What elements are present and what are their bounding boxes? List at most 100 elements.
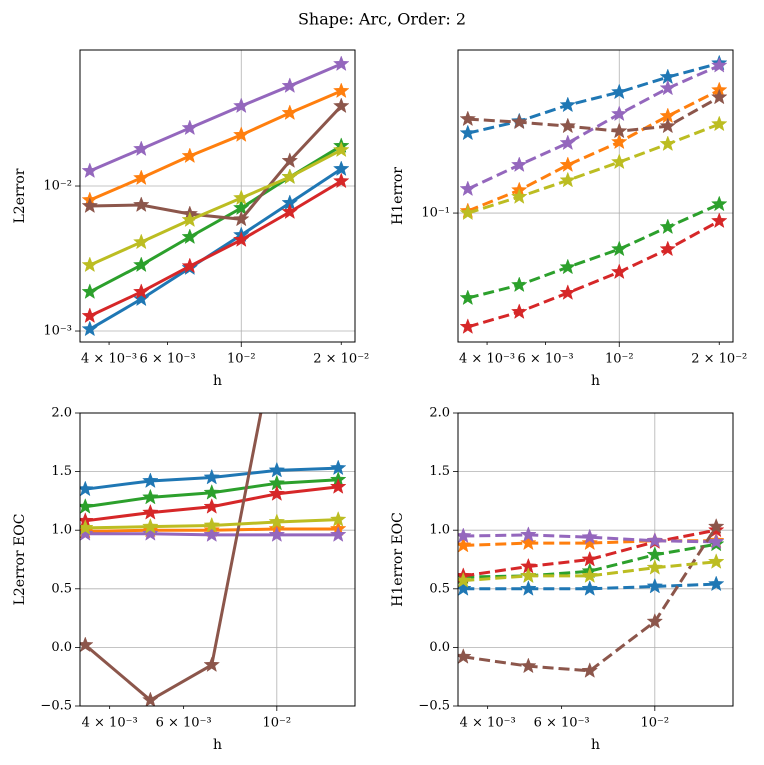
x-tick-label: 2 × 10⁻² [691, 352, 747, 367]
series-line [463, 542, 717, 579]
series-line [467, 122, 720, 215]
axes-frame [457, 49, 734, 343]
star-marker [610, 83, 628, 100]
series-line [467, 95, 720, 133]
star-marker [81, 307, 99, 324]
y-tick-label: 10⁻² [43, 179, 72, 194]
star-marker [281, 77, 299, 93]
plot-area [458, 517, 725, 678]
star-marker [510, 188, 528, 204]
star-marker [181, 257, 199, 274]
star-marker [142, 503, 159, 520]
star-marker [332, 82, 350, 99]
star-marker [707, 517, 725, 534]
series-line [467, 202, 720, 300]
star-marker [710, 212, 728, 229]
star-marker [232, 126, 250, 142]
star-marker [132, 233, 150, 250]
star-marker [710, 88, 728, 105]
x-axis-label: h [213, 737, 222, 753]
star-marker [581, 528, 599, 545]
x-tick-label: 6 × 10⁻³ [140, 352, 196, 367]
star-marker [132, 140, 150, 157]
star-marker [203, 468, 221, 485]
star-marker [281, 203, 299, 220]
star-marker [132, 256, 150, 273]
star-marker [646, 577, 664, 594]
star-marker [646, 612, 664, 629]
star-marker [610, 263, 628, 280]
star-marker [707, 533, 725, 549]
star-marker [459, 180, 477, 197]
star-marker [268, 461, 286, 478]
star-marker [559, 134, 577, 151]
star-marker [459, 204, 477, 221]
star-marker [520, 526, 537, 542]
star-marker [581, 580, 599, 596]
star-marker [581, 550, 599, 567]
star-marker [459, 110, 477, 127]
star-marker [559, 284, 577, 300]
star-marker [520, 580, 537, 596]
y-axis-label: H1error EOC [390, 512, 406, 607]
x-tick-label: 6 × 10⁻³ [534, 716, 590, 731]
y-tick-label: 1.5 [51, 464, 72, 479]
star-marker [520, 567, 537, 583]
star-marker [459, 289, 477, 306]
star-marker [332, 97, 350, 114]
series-line [463, 582, 717, 591]
star-marker [581, 662, 599, 678]
axes-frame [79, 49, 356, 343]
star-marker [646, 532, 664, 548]
star-marker [181, 211, 199, 228]
y-tick-label: 1.0 [429, 523, 450, 538]
star-marker [510, 276, 528, 293]
star-marker [203, 526, 221, 542]
series-line [463, 528, 717, 578]
series-line [467, 61, 720, 135]
star-marker [181, 147, 199, 164]
x-tick-label: 10⁻² [605, 352, 634, 367]
star-marker [332, 141, 350, 158]
star-marker [142, 472, 159, 489]
star-marker [520, 534, 537, 551]
y-tick-label: 0.0 [429, 640, 450, 655]
star-marker [559, 258, 577, 275]
star-marker [659, 240, 677, 257]
y-tick-label: 10⁻¹ [421, 206, 450, 221]
star-marker [710, 56, 728, 73]
star-marker [659, 117, 677, 134]
star-marker [510, 113, 528, 130]
star-marker [203, 498, 221, 514]
star-marker [610, 122, 628, 139]
star-marker [203, 483, 221, 500]
star-marker [581, 534, 599, 551]
star-marker [142, 525, 159, 541]
star-marker [581, 567, 599, 583]
star-marker [232, 189, 250, 206]
star-marker [520, 657, 537, 674]
series-line [89, 144, 343, 294]
star-marker [459, 318, 477, 334]
star-marker [132, 196, 150, 213]
y-axis-label: L2error EOC [12, 514, 28, 606]
x-tick-label: 4 × 10⁻³ [460, 716, 516, 731]
series-line [463, 525, 718, 673]
star-marker [510, 156, 528, 173]
star-marker [329, 478, 347, 494]
star-marker [269, 323, 284, 337]
star-marker [458, 648, 472, 664]
figure-title: Shape: Arc, Order: 2 [298, 10, 466, 29]
series-line [467, 219, 720, 329]
star-marker [458, 527, 472, 544]
star-marker [268, 513, 286, 530]
x-tick-label: 4 × 10⁻³ [82, 716, 138, 731]
star-marker [659, 135, 677, 152]
star-marker [707, 553, 725, 569]
star-marker [81, 320, 99, 337]
star-marker [80, 525, 94, 541]
star-marker [332, 172, 350, 189]
star-marker [81, 283, 99, 299]
series-line [89, 148, 342, 267]
star-marker [132, 169, 150, 186]
